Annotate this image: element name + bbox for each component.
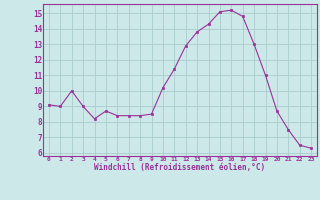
X-axis label: Windchill (Refroidissement éolien,°C): Windchill (Refroidissement éolien,°C) [94,163,266,172]
